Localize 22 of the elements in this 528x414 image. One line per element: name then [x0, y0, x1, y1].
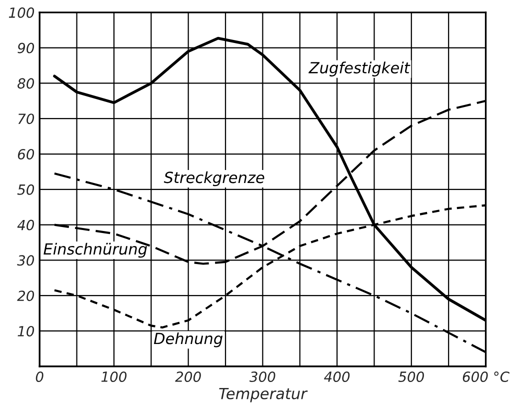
series-label: Dehnung: [154, 332, 223, 348]
x-tick-label: 600 °C: [462, 371, 510, 382]
x-tick-label: 0: [36, 371, 44, 382]
y-tick-label: 80: [18, 78, 34, 89]
x-axis-title: Temperatur: [219, 388, 308, 402]
x-tick-label: 500: [398, 371, 424, 382]
y-tick-label: 100: [8, 7, 34, 18]
x-tick-label: 200: [175, 371, 201, 382]
x-tick-label: 100: [101, 371, 127, 382]
y-tick-label: 30: [17, 255, 34, 266]
y-tick-label: 50: [17, 184, 34, 195]
series-label: Zugfestigkeit: [308, 62, 410, 76]
y-tick-label: 90: [18, 42, 34, 54]
y-tick-label: 60: [18, 148, 34, 160]
y-tick-label: 70: [18, 114, 34, 124]
y-tick-label: 10: [18, 326, 34, 336]
series-label: Einschnürung: [44, 242, 147, 258]
y-tick-label: 40: [17, 220, 34, 230]
x-tick-label: 400: [324, 371, 350, 382]
x-tick-label: 300: [249, 371, 276, 382]
y-tick-label: 20: [17, 290, 34, 302]
series-label: Streckgrenze: [164, 171, 264, 186]
